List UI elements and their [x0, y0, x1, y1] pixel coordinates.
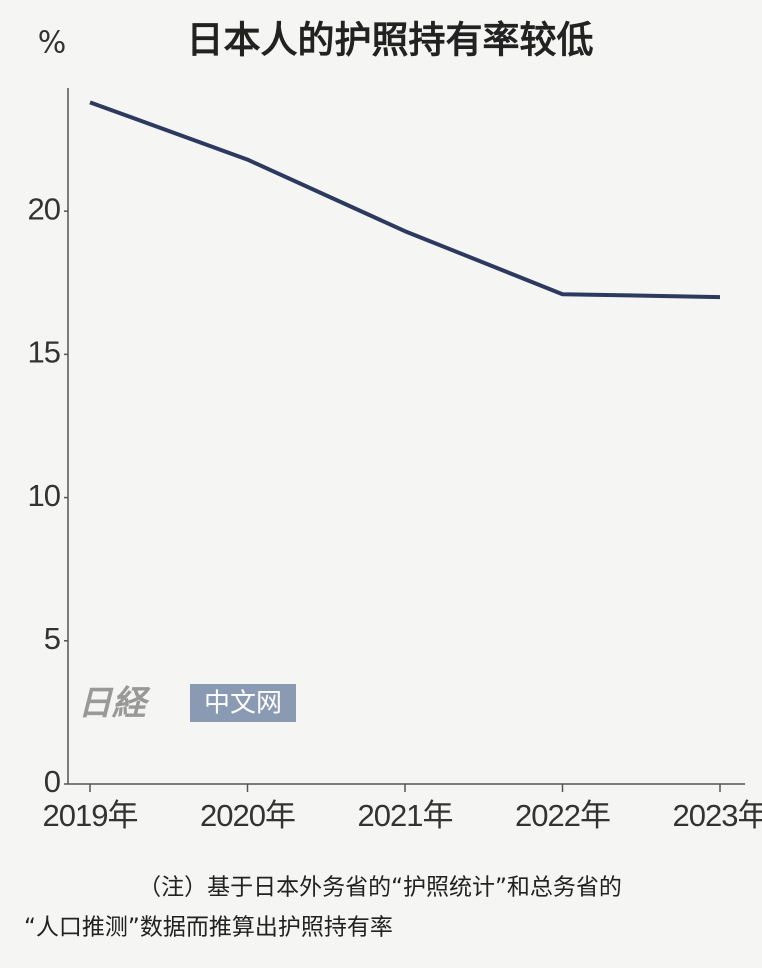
chart-title: 日本人的护照持有率较低: [187, 19, 594, 62]
note: （注）基于日本外务省的“护照统计”和总务省的: [138, 875, 622, 901]
watermark-logo: 日経: [78, 684, 151, 724]
x-tick-label: 2020年: [200, 798, 295, 833]
watermark: 日経 中文网: [78, 684, 296, 724]
y-tick-label: 0: [44, 764, 61, 799]
y-tick-label: 10: [28, 478, 61, 513]
y-axis-label: %: [38, 26, 67, 61]
x-tick-label: 2023年: [673, 798, 762, 833]
watermark-box: [190, 684, 296, 722]
y-tick-label: 20: [28, 191, 61, 226]
y-tick-label: 5: [44, 621, 60, 656]
note: “人口推测”数据而推算出护照持有率: [24, 915, 393, 941]
data-line: [89, 100, 721, 300]
x-tick-label: 2019年: [43, 798, 138, 833]
x-tick-label: 2021年: [358, 798, 453, 833]
x-tick-label: 2022年: [515, 798, 610, 833]
watermark-text: 中文网: [204, 689, 282, 719]
y-tick-label: 15: [28, 335, 60, 370]
